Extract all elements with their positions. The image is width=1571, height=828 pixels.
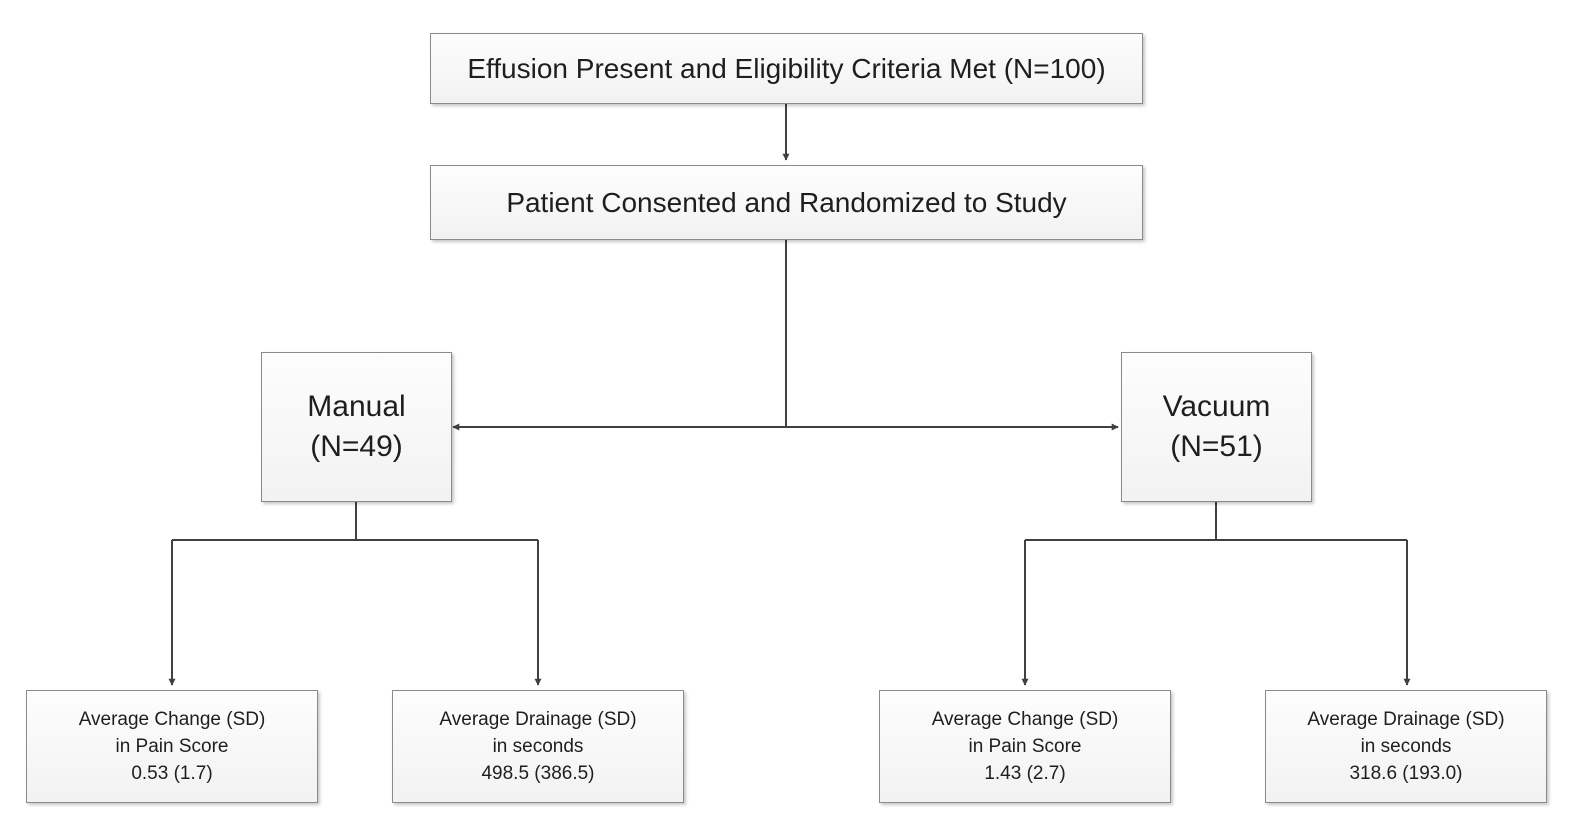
vacuum-arm-name: Vacuum	[1162, 390, 1271, 423]
connector-manual-branch	[172, 502, 538, 541]
manual-pain-score-title: Average Change (SD)	[78, 709, 266, 730]
vacuum-pain-score-subtitle: in Pain Score	[968, 736, 1082, 757]
connector-vacuum-branch	[1025, 502, 1407, 541]
randomization-box: Patient Consented and Randomized to Stud…	[430, 165, 1143, 240]
manual-pain-score-box: Average Change (SD) in Pain Score 0.53 (…	[26, 690, 318, 803]
manual-drainage-value: 498.5 (386.5)	[481, 763, 595, 784]
randomization-label: Patient Consented and Randomized to Stud…	[506, 186, 1067, 218]
eligibility-box: Effusion Present and Eligibility Criteri…	[430, 33, 1143, 104]
manual-pain-score-subtitle: in Pain Score	[115, 736, 229, 757]
manual-arm-box: Manual (N=49)	[261, 352, 452, 502]
manual-drainage-box: Average Drainage (SD) in seconds 498.5 (…	[392, 690, 684, 803]
vacuum-arm-box: Vacuum (N=51)	[1121, 352, 1312, 502]
vacuum-drainage-subtitle: in seconds	[1360, 736, 1452, 757]
manual-drainage-subtitle: in seconds	[492, 736, 584, 757]
manual-arm-name: Manual	[307, 390, 406, 423]
eligibility-label: Effusion Present and Eligibility Criteri…	[467, 52, 1106, 84]
vacuum-pain-score-box: Average Change (SD) in Pain Score 1.43 (…	[879, 690, 1171, 803]
manual-pain-score-value: 0.53 (1.7)	[131, 763, 213, 784]
vacuum-drainage-title: Average Drainage (SD)	[1307, 709, 1505, 730]
manual-arm-count: (N=49)	[310, 430, 403, 463]
vacuum-pain-score-title: Average Change (SD)	[931, 709, 1119, 730]
vacuum-pain-score-value: 1.43 (2.7)	[984, 763, 1066, 784]
manual-drainage-title: Average Drainage (SD)	[439, 709, 637, 730]
vacuum-drainage-value: 318.6 (193.0)	[1349, 763, 1463, 784]
vacuum-arm-count: (N=51)	[1170, 430, 1263, 463]
vacuum-drainage-box: Average Drainage (SD) in seconds 318.6 (…	[1265, 690, 1547, 803]
